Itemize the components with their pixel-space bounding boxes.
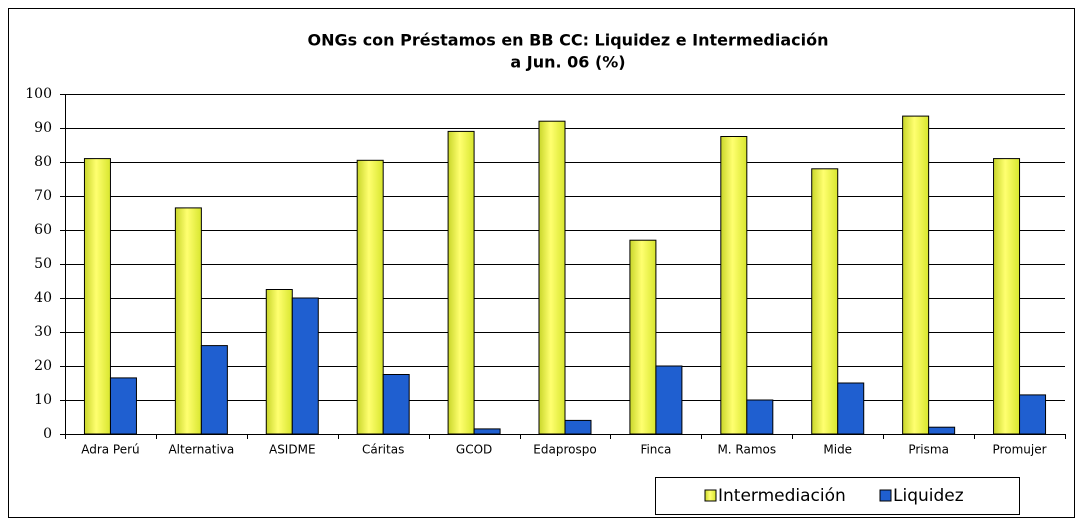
y-tick-label: 10 (34, 392, 52, 408)
y-tick-label: 80 (34, 154, 52, 170)
bar (993, 158, 1021, 435)
bar (538, 120, 566, 435)
chart-title: ONGs con Préstamos en BB CC: Liquidez e … (307, 31, 828, 50)
x-tick-label: Promujer (993, 443, 1047, 457)
bar (1019, 394, 1047, 435)
bar (291, 297, 319, 435)
x-tick-label: Adra Perú (81, 443, 139, 457)
bar (655, 365, 683, 435)
y-tick-label: 100 (25, 86, 52, 102)
bar (720, 136, 748, 435)
y-tick-label: 40 (34, 290, 52, 306)
bar (265, 289, 293, 435)
y-tick-label: 0 (43, 426, 52, 442)
legend-label: Liquidez (893, 486, 964, 506)
bar (447, 130, 475, 435)
x-tick-label: Mide (823, 443, 852, 457)
y-tick-label: 90 (34, 120, 52, 136)
bar (382, 374, 410, 435)
bar (811, 168, 839, 435)
x-tick-label: Edaprospo (533, 443, 596, 457)
bar (746, 399, 774, 435)
legend-label: Intermediación (718, 486, 846, 506)
chart-subtitle: a Jun. 06 (%) (510, 53, 625, 72)
bar (902, 115, 930, 435)
y-tick-label: 20 (34, 358, 52, 374)
x-tick-label: GCOD (456, 443, 492, 457)
y-tick-label: 50 (34, 256, 52, 272)
bar (83, 158, 111, 435)
x-tick-label: Prisma (908, 443, 949, 457)
x-tick-label: Alternativa (168, 443, 234, 457)
bar (109, 377, 137, 435)
bar (837, 382, 865, 435)
bar (473, 428, 501, 435)
legend-swatch (879, 489, 892, 502)
bar (356, 159, 384, 435)
y-tick-label: 30 (34, 324, 52, 340)
y-tick-label: 70 (34, 188, 52, 204)
x-tick-label: Finca (640, 443, 671, 457)
y-tick-label: 60 (34, 222, 52, 238)
x-tick-label: M. Ramos (717, 443, 776, 457)
x-tick-label: Cáritas (362, 443, 404, 457)
x-tick-label: ASIDME (269, 443, 316, 457)
bar (200, 345, 228, 435)
legend-swatch (704, 489, 717, 502)
bar (174, 207, 202, 435)
bar (564, 419, 592, 435)
bar (928, 426, 956, 435)
bar (629, 239, 657, 435)
